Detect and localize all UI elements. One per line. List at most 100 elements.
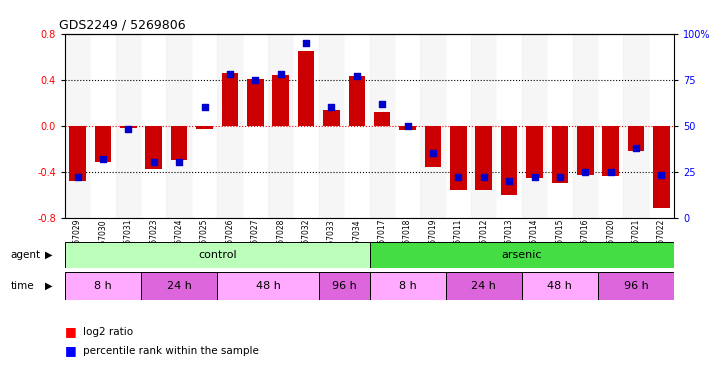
Text: 24 h: 24 h bbox=[167, 281, 192, 291]
Text: 96 h: 96 h bbox=[624, 281, 648, 291]
Bar bbox=[171, 126, 187, 160]
Bar bbox=[217, 34, 242, 218]
Point bbox=[605, 169, 616, 175]
Bar bbox=[65, 242, 369, 268]
Text: GDS2249 / 5269806: GDS2249 / 5269806 bbox=[59, 18, 185, 31]
Bar bbox=[115, 34, 141, 218]
Point bbox=[630, 145, 642, 151]
Text: ▶: ▶ bbox=[45, 250, 53, 260]
Bar bbox=[268, 34, 293, 218]
Point bbox=[428, 150, 439, 156]
Bar bbox=[298, 51, 314, 126]
Bar bbox=[425, 126, 441, 167]
Point bbox=[199, 104, 211, 110]
Bar bbox=[450, 126, 466, 190]
Bar bbox=[501, 126, 518, 195]
Text: 8 h: 8 h bbox=[94, 281, 112, 291]
Point bbox=[376, 100, 388, 106]
Bar bbox=[497, 34, 522, 218]
Bar bbox=[399, 126, 416, 130]
Bar bbox=[69, 126, 86, 181]
Text: 48 h: 48 h bbox=[255, 281, 280, 291]
Point bbox=[554, 174, 566, 180]
Bar bbox=[624, 34, 649, 218]
Bar bbox=[94, 126, 111, 162]
Text: ■: ■ bbox=[65, 344, 76, 357]
Bar bbox=[598, 34, 624, 218]
Bar bbox=[649, 34, 674, 218]
Bar bbox=[522, 272, 598, 300]
Point bbox=[351, 73, 363, 79]
Text: 48 h: 48 h bbox=[547, 281, 572, 291]
Bar bbox=[547, 34, 572, 218]
Bar bbox=[552, 126, 568, 183]
Bar bbox=[120, 126, 136, 128]
Bar bbox=[217, 272, 319, 300]
Bar bbox=[196, 126, 213, 129]
Point bbox=[503, 178, 515, 184]
Bar bbox=[446, 34, 471, 218]
Point bbox=[249, 77, 261, 83]
Bar bbox=[369, 242, 674, 268]
Bar bbox=[348, 76, 365, 126]
Bar bbox=[374, 112, 391, 126]
Bar bbox=[598, 272, 674, 300]
Bar bbox=[369, 34, 395, 218]
Bar bbox=[628, 126, 645, 151]
Text: arsenic: arsenic bbox=[502, 250, 542, 260]
Bar bbox=[344, 34, 369, 218]
Point bbox=[326, 104, 337, 110]
Point bbox=[528, 174, 540, 180]
Bar bbox=[242, 34, 268, 218]
Text: agent: agent bbox=[11, 250, 41, 260]
Text: control: control bbox=[198, 250, 236, 260]
Bar bbox=[603, 126, 619, 176]
Bar bbox=[146, 126, 162, 169]
Bar bbox=[65, 272, 141, 300]
Point bbox=[655, 172, 667, 178]
Bar bbox=[293, 34, 319, 218]
Point bbox=[453, 174, 464, 180]
Point bbox=[148, 159, 159, 165]
Point bbox=[224, 71, 236, 77]
Point bbox=[173, 159, 185, 165]
Text: percentile rank within the sample: percentile rank within the sample bbox=[83, 346, 259, 355]
Point bbox=[402, 123, 413, 129]
Text: 96 h: 96 h bbox=[332, 281, 356, 291]
Bar bbox=[90, 34, 115, 218]
Bar bbox=[653, 126, 670, 209]
Text: log2 ratio: log2 ratio bbox=[83, 327, 133, 337]
Bar bbox=[65, 34, 90, 218]
Bar bbox=[446, 272, 522, 300]
Bar bbox=[319, 272, 369, 300]
Bar bbox=[273, 75, 289, 126]
Bar bbox=[221, 73, 238, 126]
Point bbox=[300, 40, 311, 46]
Point bbox=[123, 126, 134, 132]
Point bbox=[97, 156, 109, 162]
Point bbox=[580, 169, 591, 175]
Text: ■: ■ bbox=[65, 326, 76, 338]
Bar bbox=[167, 34, 192, 218]
Bar bbox=[141, 34, 167, 218]
Point bbox=[478, 174, 490, 180]
Bar bbox=[475, 126, 492, 190]
Bar bbox=[192, 34, 217, 218]
Text: 8 h: 8 h bbox=[399, 281, 417, 291]
Text: time: time bbox=[11, 281, 35, 291]
Bar bbox=[471, 34, 497, 218]
Bar bbox=[319, 34, 344, 218]
Text: 24 h: 24 h bbox=[472, 281, 496, 291]
Bar bbox=[369, 272, 446, 300]
Bar bbox=[141, 272, 217, 300]
Bar bbox=[572, 34, 598, 218]
Bar bbox=[577, 126, 593, 175]
Point bbox=[275, 71, 286, 77]
Point bbox=[72, 174, 84, 180]
Bar bbox=[395, 34, 420, 218]
Bar bbox=[420, 34, 446, 218]
Bar bbox=[526, 126, 543, 178]
Text: ▶: ▶ bbox=[45, 281, 53, 291]
Bar bbox=[247, 78, 264, 126]
Bar bbox=[323, 110, 340, 126]
